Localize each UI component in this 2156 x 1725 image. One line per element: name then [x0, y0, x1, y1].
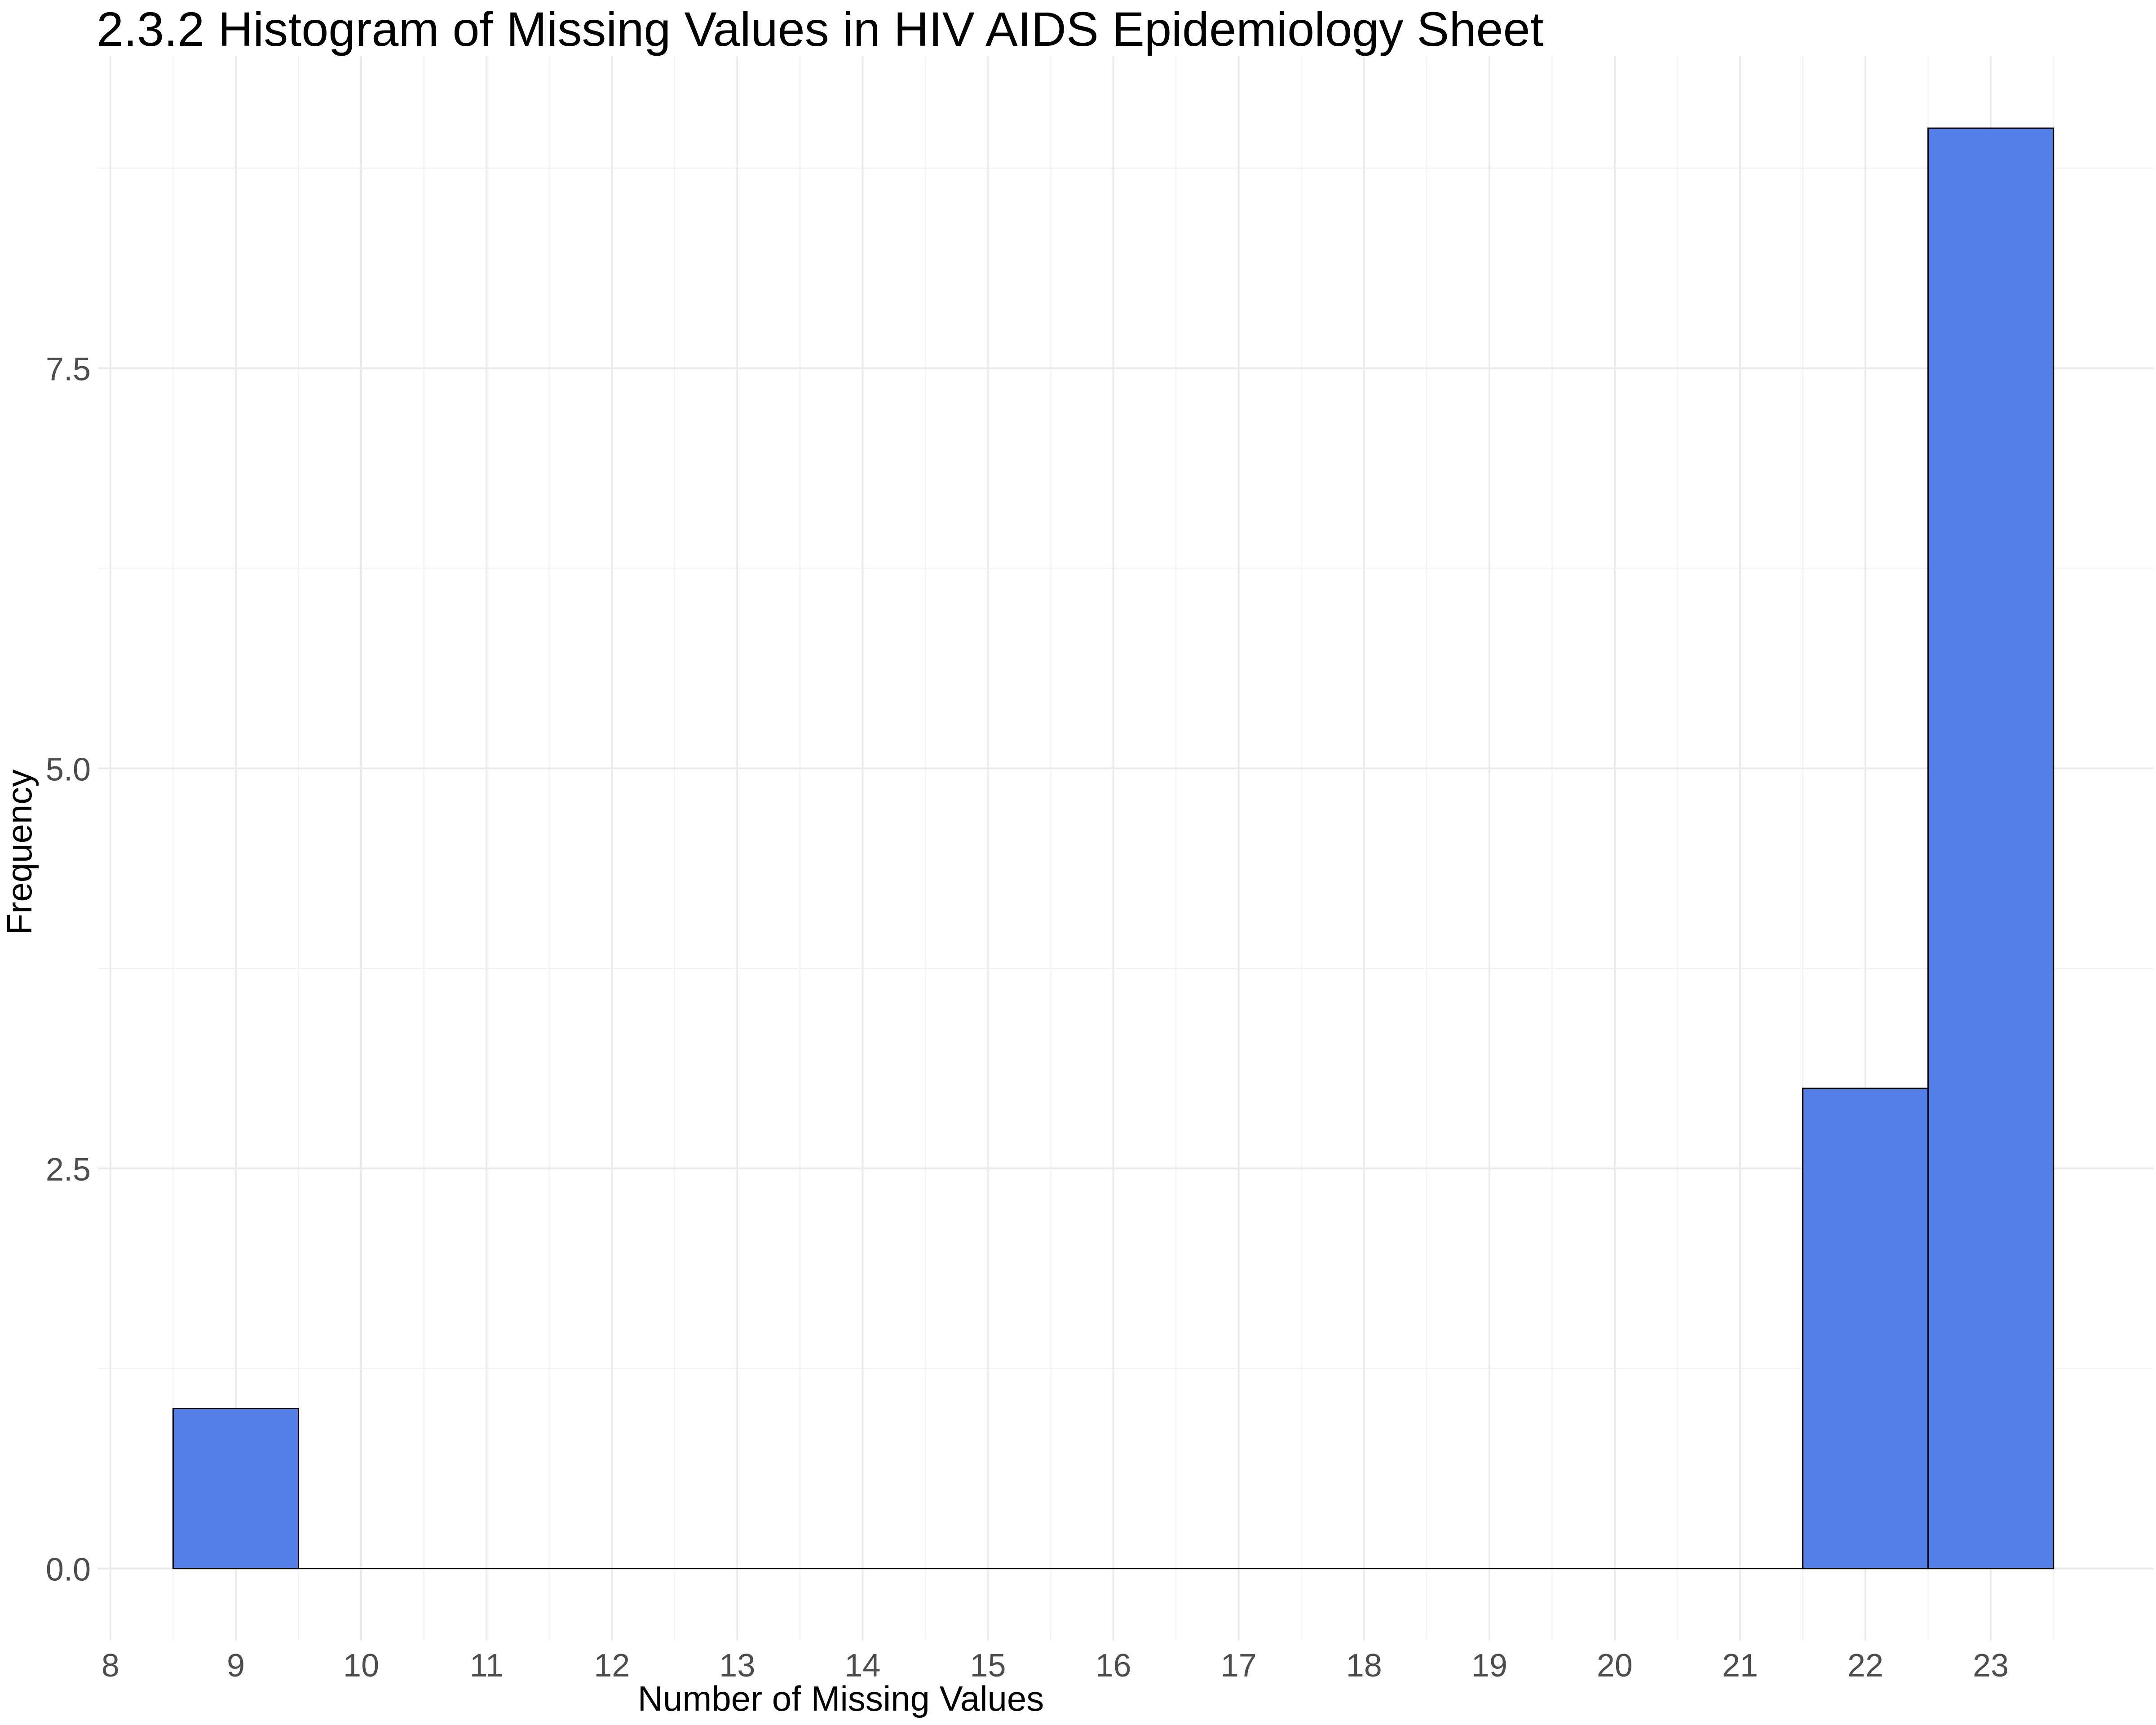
x-tick-label: 15 [970, 1648, 1006, 1684]
histogram-bar [172, 1407, 300, 1570]
x-axis-title: Number of Missing Values [638, 1679, 1044, 1718]
chart-title: 2.3.2 Histogram of Missing Values in HIV… [97, 2, 1544, 56]
x-tick-label: 23 [1973, 1648, 2009, 1684]
x-tick-label: 13 [719, 1648, 755, 1684]
y-tick-label: 2.5 [46, 1152, 91, 1188]
y-tick-label: 7.5 [46, 352, 91, 388]
x-tick-label: 22 [1847, 1648, 1883, 1684]
x-tick-label: 12 [594, 1648, 630, 1684]
histogram-bar [1927, 127, 2054, 1570]
x-axis-tick-labels: 8 9 10 11 12 13 14 15 16 17 18 19 20 21 22 23 [102, 1648, 2009, 1684]
histogram-bar [1802, 1088, 1929, 1570]
x-tick-label: 14 [844, 1648, 880, 1684]
y-axis-tick-labels: 0.0 2.5 5.0 7.5 [46, 352, 91, 1588]
x-tick-label: 10 [343, 1648, 379, 1684]
x-tick-label: 19 [1471, 1648, 1507, 1684]
histogram-bars [172, 127, 2054, 1570]
x-tick-label: 9 [227, 1648, 245, 1684]
x-tick-label: 17 [1221, 1648, 1257, 1684]
x-tick-label: 18 [1346, 1648, 1382, 1684]
y-tick-label: 0.0 [46, 1552, 91, 1588]
x-tick-label: 20 [1597, 1648, 1633, 1684]
x-tick-label: 8 [102, 1648, 119, 1684]
x-tick-label: 16 [1096, 1648, 1131, 1684]
y-tick-label: 5.0 [46, 752, 91, 787]
y-axis-title: Frequency [0, 770, 39, 935]
x-tick-label: 21 [1722, 1648, 1758, 1684]
x-tick-label: 11 [470, 1648, 504, 1684]
